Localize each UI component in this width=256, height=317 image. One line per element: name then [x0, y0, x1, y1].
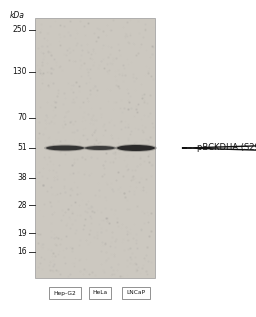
- Ellipse shape: [44, 145, 86, 152]
- Text: HeLa: HeLa: [92, 290, 108, 295]
- Text: 51: 51: [17, 144, 27, 152]
- Text: LNCaP: LNCaP: [126, 290, 146, 295]
- Ellipse shape: [117, 145, 155, 151]
- Text: Hep-G2: Hep-G2: [54, 290, 76, 295]
- Text: 28: 28: [17, 200, 27, 210]
- Text: 250: 250: [13, 25, 27, 35]
- Text: kDa: kDa: [10, 10, 25, 20]
- Bar: [35, 18, 155, 278]
- Ellipse shape: [115, 144, 157, 152]
- Text: 130: 130: [13, 68, 27, 76]
- Bar: [122, 287, 150, 299]
- Text: 70: 70: [17, 113, 27, 122]
- Ellipse shape: [46, 146, 84, 151]
- Bar: [89, 287, 111, 299]
- Bar: [49, 287, 81, 299]
- Text: 16: 16: [17, 248, 27, 256]
- Ellipse shape: [85, 146, 115, 150]
- Text: 38: 38: [17, 173, 27, 183]
- Text: pBCKDHA (S292): pBCKDHA (S292): [197, 144, 256, 152]
- Ellipse shape: [83, 145, 117, 151]
- Text: 19: 19: [17, 229, 27, 237]
